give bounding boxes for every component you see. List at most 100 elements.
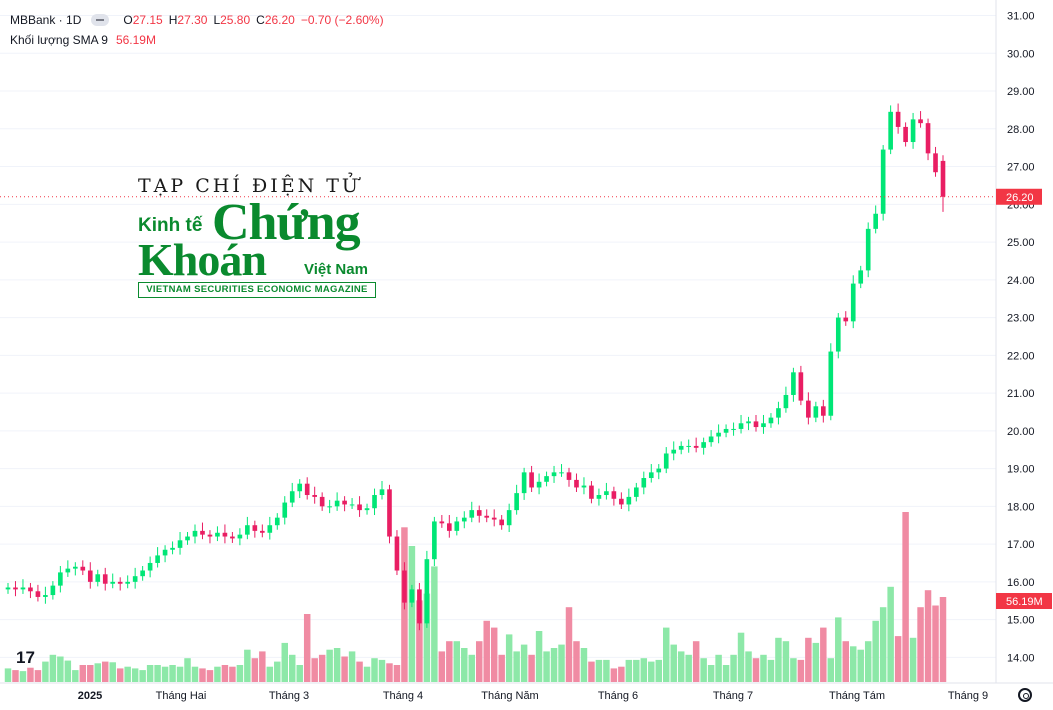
candle-body [402,570,407,603]
volume-bar [558,644,565,682]
volume-bar [4,668,12,682]
time-tick-label: Tháng 7 [713,690,753,702]
volume-bar [251,658,259,682]
volume-bar [57,656,64,682]
candle-body [58,572,63,586]
volume-bar [259,651,266,682]
volume-bar [655,659,662,682]
volume-bar [782,641,790,682]
watermark-tagline: VIETNAM SECURITIES ECONOMIC MAGAZINE [138,282,376,298]
volume-bar [423,593,431,682]
volume-bar [737,632,745,682]
volume-bar [431,566,438,682]
candle-body [170,547,175,550]
volume-indicator-value: 56.19M [115,33,156,47]
volume-bar [767,659,775,682]
last-price-label: 26.20 [1006,192,1034,204]
candle-body [656,468,662,473]
close-value: 26.20 [264,13,295,27]
candle-body [87,570,93,582]
last-volume-label: 56.19M [1006,596,1043,608]
volume-bar [281,642,288,682]
candle-body [394,536,400,571]
candle-body [73,566,78,569]
open-value: 27.15 [132,13,163,27]
price-tick-label: 14.00 [1007,652,1035,664]
volume-bar [476,641,483,682]
candle-body [880,149,886,214]
price-tick-label: 24.00 [1007,275,1035,287]
volume-bar [820,627,827,682]
volume-bar [483,620,490,682]
volume-bar [468,654,475,682]
time-tick-label: Tháng Năm [481,690,538,702]
price-tick-label: 16.00 [1007,577,1035,589]
volume-bar [588,661,595,682]
volume-bar [842,641,849,682]
candle-body [132,576,138,582]
volume-bar [595,659,603,682]
price-axis: 31.0030.0029.0028.0027.0026.0025.0024.00… [0,0,1053,684]
price-tick-label: 27.00 [1007,162,1035,174]
candle-body [865,228,871,271]
tradingview-logo-icon[interactable]: 17 [16,648,35,667]
volume-bar [289,654,296,682]
last-volume-box [996,593,1052,609]
candle-body [20,587,26,590]
candle-body [589,485,594,499]
volume-indicator-label[interactable]: Khối lượng SMA 9 [10,33,108,47]
candle-body [918,119,923,124]
volume-bar [326,649,333,682]
volume-bar [670,644,677,682]
candle-body [611,491,617,499]
candle-body [274,517,280,526]
candle-body [753,421,759,428]
volume-bar [827,658,835,682]
candle-body [230,536,235,539]
volume-bar [191,666,199,682]
candle-body [491,517,497,520]
candle-body [626,496,632,505]
candle-body [304,483,310,496]
gear-icon[interactable] [1018,688,1032,702]
candle-body [566,472,572,480]
symbol-title[interactable]: MBBank · 1D [10,13,82,27]
candle-body [933,153,938,173]
change-value: −0.70 (−2.60%) [300,13,384,27]
volume-bar [752,658,760,682]
candle-body [604,491,609,496]
volume-bar [625,659,633,682]
volume-bar [363,666,371,682]
candle-body [312,495,317,497]
volume-bar [663,627,670,682]
candle-body [596,495,602,499]
volume-bar [715,654,722,682]
volume-bar [206,670,214,682]
candle-body [514,493,519,511]
candle-body [671,449,677,454]
volume-bar [550,648,558,682]
candle-body [693,445,699,448]
volume-bar [640,658,648,682]
time-axis: 2025 Tháng Hai Tháng 3 Tháng 4 Tháng Năm Thán… [78,690,988,702]
candle-body [140,570,145,577]
low-value: 25.80 [220,13,251,27]
price-tick-label: 20.00 [1007,426,1035,438]
price-tick-label: 23.00 [1007,313,1035,325]
volume-bar [184,658,191,682]
volume-bars [4,512,947,682]
time-tick-label: Tháng 9 [948,690,988,702]
volume-bar [446,641,453,682]
candle-body [776,408,781,418]
candle-body [476,510,482,516]
volume-bar [27,667,34,682]
collapse-legend-button[interactable] [91,14,110,26]
candle-body [409,589,415,603]
volume-bar [700,658,707,682]
candle-body [28,587,33,592]
volume-bar [894,636,902,682]
high-value: 27.30 [177,13,208,27]
high-label: H [168,13,178,27]
candle-body [237,534,243,539]
